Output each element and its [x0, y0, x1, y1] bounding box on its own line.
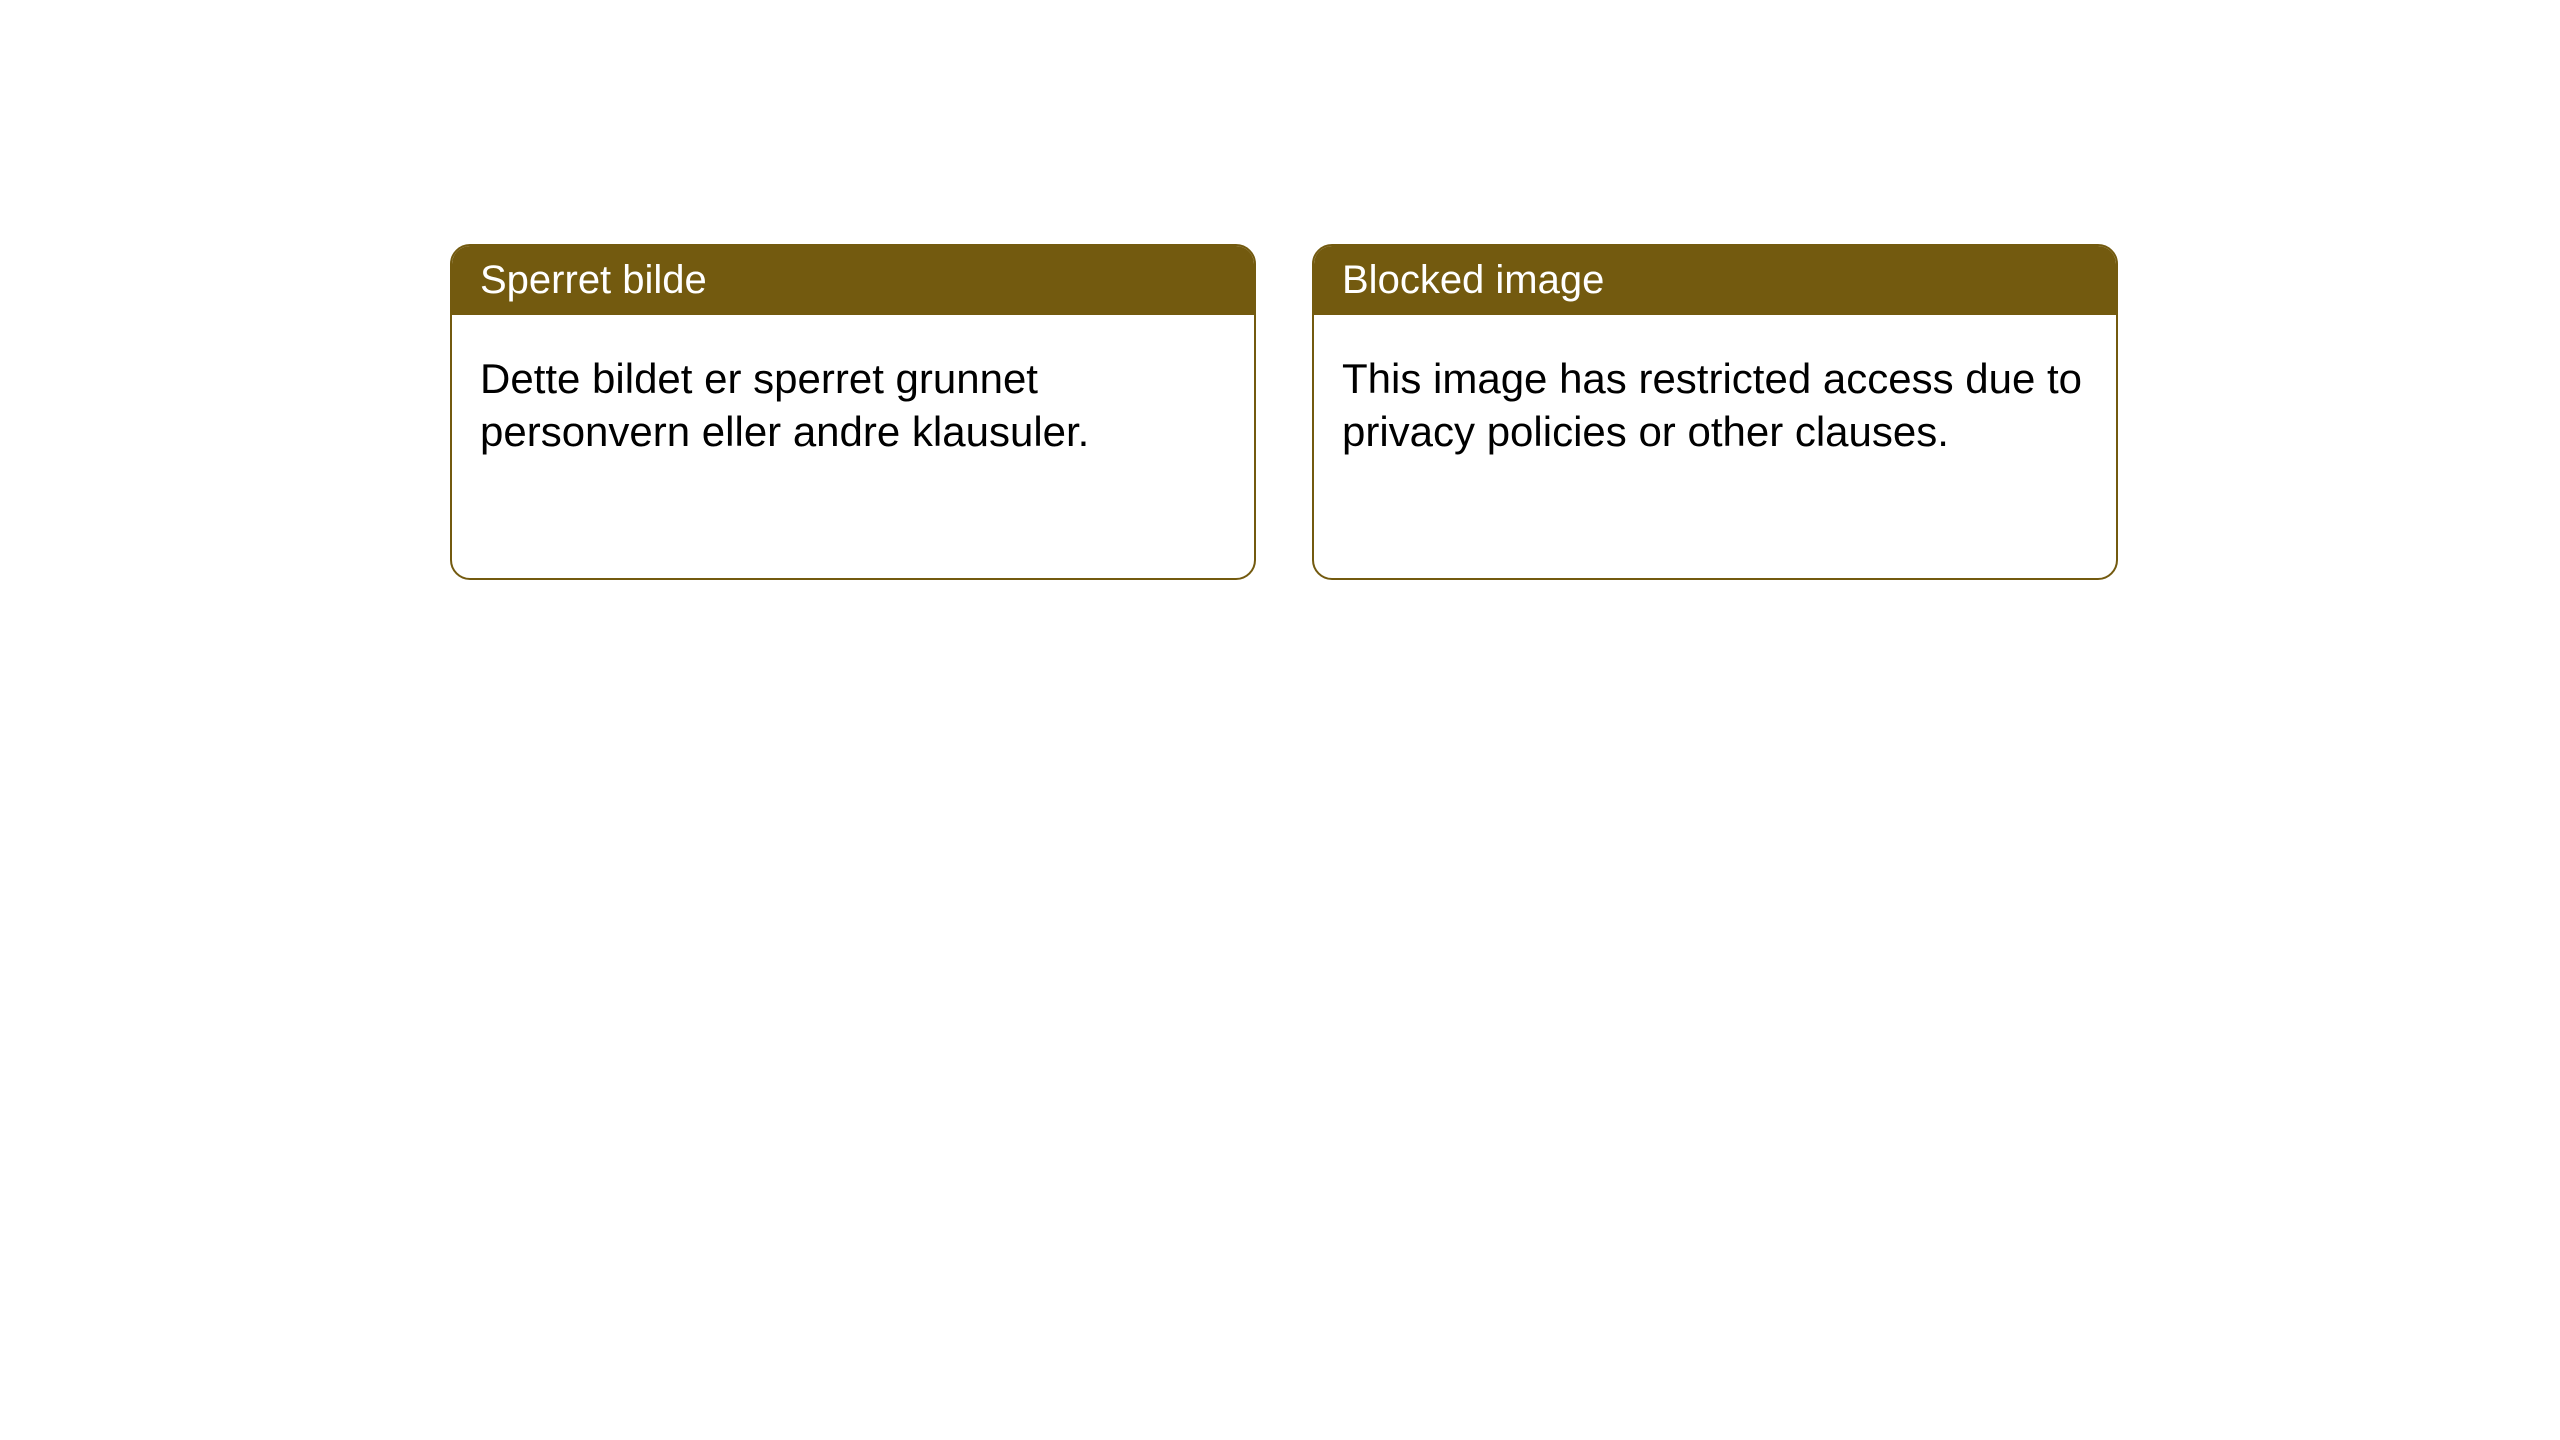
card-body-text: Dette bildet er sperret grunnet personve…	[480, 355, 1089, 455]
card-header: Blocked image	[1314, 246, 2116, 315]
card-body: This image has restricted access due to …	[1314, 315, 2116, 496]
card-body-text: This image has restricted access due to …	[1342, 355, 2082, 455]
card-body: Dette bildet er sperret grunnet personve…	[452, 315, 1254, 496]
notice-card-norwegian: Sperret bilde Dette bildet er sperret gr…	[450, 244, 1256, 580]
notice-container: Sperret bilde Dette bildet er sperret gr…	[450, 244, 2118, 580]
card-title: Blocked image	[1342, 258, 1604, 302]
notice-card-english: Blocked image This image has restricted …	[1312, 244, 2118, 580]
card-header: Sperret bilde	[452, 246, 1254, 315]
card-title: Sperret bilde	[480, 258, 707, 302]
